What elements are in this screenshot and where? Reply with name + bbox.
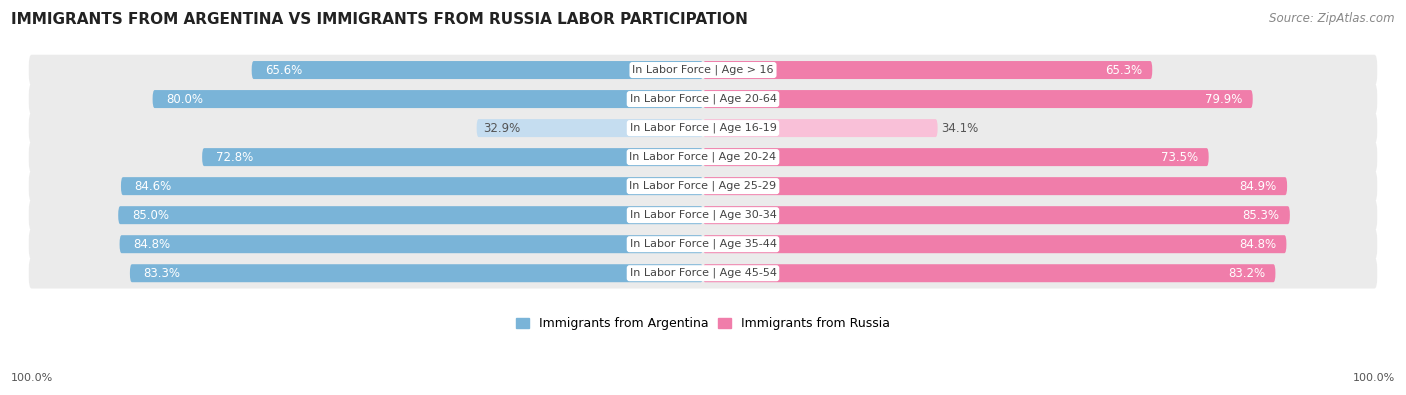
Legend: Immigrants from Argentina, Immigrants from Russia: Immigrants from Argentina, Immigrants fr… [513,314,893,333]
Text: In Labor Force | Age 25-29: In Labor Force | Age 25-29 [630,181,776,192]
FancyBboxPatch shape [118,206,703,224]
FancyBboxPatch shape [703,206,1289,224]
FancyBboxPatch shape [153,90,703,108]
Text: 100.0%: 100.0% [11,373,53,383]
Text: IMMIGRANTS FROM ARGENTINA VS IMMIGRANTS FROM RUSSIA LABOR PARTICIPATION: IMMIGRANTS FROM ARGENTINA VS IMMIGRANTS … [11,12,748,27]
FancyBboxPatch shape [477,119,703,137]
FancyBboxPatch shape [202,148,703,166]
FancyBboxPatch shape [129,264,703,282]
Text: 84.8%: 84.8% [134,238,170,251]
Text: In Labor Force | Age 16-19: In Labor Force | Age 16-19 [630,123,776,134]
Text: In Labor Force | Age 20-24: In Labor Force | Age 20-24 [630,152,776,162]
Text: 83.2%: 83.2% [1227,267,1265,280]
FancyBboxPatch shape [121,177,703,195]
Text: 72.8%: 72.8% [217,150,253,164]
Text: In Labor Force | Age 45-54: In Labor Force | Age 45-54 [630,268,776,278]
Text: 80.0%: 80.0% [166,92,204,105]
Text: In Labor Force | Age 30-34: In Labor Force | Age 30-34 [630,210,776,220]
Text: Source: ZipAtlas.com: Source: ZipAtlas.com [1270,12,1395,25]
FancyBboxPatch shape [703,177,1286,195]
FancyBboxPatch shape [703,264,1275,282]
Text: 79.9%: 79.9% [1205,92,1243,105]
FancyBboxPatch shape [28,55,1378,85]
FancyBboxPatch shape [120,235,703,253]
Text: 84.9%: 84.9% [1240,180,1277,193]
Text: In Labor Force | Age 35-44: In Labor Force | Age 35-44 [630,239,776,250]
FancyBboxPatch shape [703,119,938,137]
FancyBboxPatch shape [28,84,1378,115]
FancyBboxPatch shape [28,142,1378,172]
FancyBboxPatch shape [703,90,1253,108]
FancyBboxPatch shape [28,113,1378,143]
FancyBboxPatch shape [28,258,1378,288]
Text: 100.0%: 100.0% [1353,373,1395,383]
FancyBboxPatch shape [703,61,1153,79]
Text: 34.1%: 34.1% [941,122,979,135]
FancyBboxPatch shape [703,148,1209,166]
Text: 65.6%: 65.6% [266,64,302,77]
Text: 32.9%: 32.9% [484,122,520,135]
FancyBboxPatch shape [28,229,1378,260]
Text: 85.3%: 85.3% [1243,209,1279,222]
Text: 85.0%: 85.0% [132,209,169,222]
Text: 65.3%: 65.3% [1105,64,1142,77]
FancyBboxPatch shape [252,61,703,79]
FancyBboxPatch shape [28,171,1378,201]
Text: In Labor Force | Age 20-64: In Labor Force | Age 20-64 [630,94,776,104]
Text: 83.3%: 83.3% [143,267,180,280]
Text: 84.6%: 84.6% [135,180,172,193]
Text: 84.8%: 84.8% [1239,238,1277,251]
Text: In Labor Force | Age > 16: In Labor Force | Age > 16 [633,65,773,75]
FancyBboxPatch shape [28,200,1378,230]
FancyBboxPatch shape [703,235,1286,253]
Text: 73.5%: 73.5% [1161,150,1198,164]
